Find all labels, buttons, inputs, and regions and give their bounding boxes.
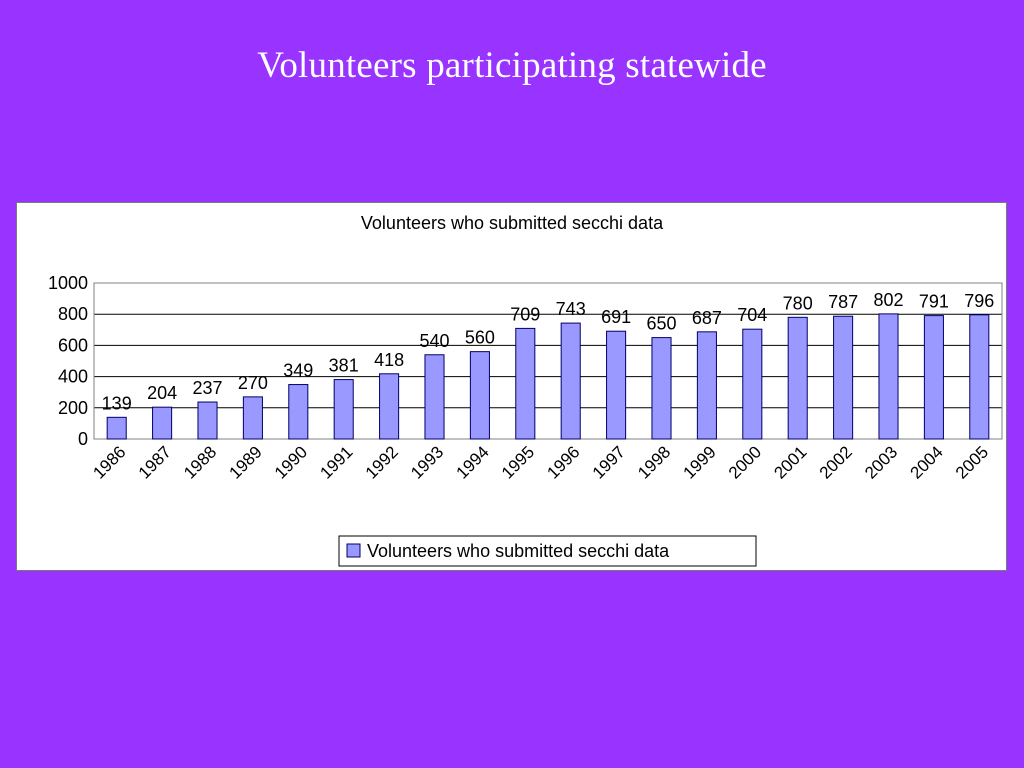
bar — [152, 406, 173, 440]
bar-chart: Volunteers who submitted secchi data 0 20… — [48, 213, 1003, 567]
data-label: 418 — [374, 350, 404, 370]
y-tick-label: 600 — [58, 335, 88, 355]
bar — [878, 313, 899, 440]
x-axis: 1986 1987 1988 1989 1990 1991 1992 1993 1994 1995… — [89, 442, 992, 482]
x-tick-label: 2000 — [725, 442, 765, 482]
bar — [651, 337, 672, 440]
y-tick-label: 400 — [58, 367, 88, 387]
plot-border — [93, 282, 1003, 440]
bar — [787, 316, 808, 440]
data-label: 270 — [238, 373, 268, 393]
bar — [288, 384, 309, 440]
data-label: 796 — [964, 291, 994, 311]
x-tick-label: 2005 — [952, 442, 992, 482]
x-tick-label: 1989 — [226, 442, 266, 482]
bar — [515, 327, 536, 440]
bar — [606, 330, 627, 440]
x-tick-label: 1991 — [316, 442, 356, 482]
data-label: 704 — [737, 305, 767, 325]
data-label: 204 — [147, 383, 177, 403]
bar — [742, 328, 763, 440]
bar — [560, 322, 581, 440]
data-label: 687 — [692, 308, 722, 328]
data-label: 540 — [419, 331, 449, 351]
x-tick-label: 1988 — [180, 442, 220, 482]
plot-area — [93, 282, 1003, 440]
chart-panel: Volunteers who submitted secchi data 0 20… — [16, 202, 1007, 571]
slide-title: Volunteers participating statewide — [257, 45, 767, 86]
x-tick-label: 1994 — [453, 442, 493, 482]
bar — [106, 416, 127, 440]
data-label: 237 — [192, 378, 222, 398]
x-tick-label: 2001 — [770, 442, 810, 482]
bar — [197, 401, 218, 440]
x-tick-label: 2003 — [861, 442, 901, 482]
x-tick-label: 1992 — [362, 442, 402, 482]
x-tick-label: 2004 — [907, 442, 947, 482]
data-label: 743 — [556, 299, 586, 319]
legend: Volunteers who submitted secchi data — [338, 535, 757, 567]
bar — [379, 373, 400, 440]
bar — [969, 314, 990, 440]
legend-swatch — [346, 543, 361, 558]
x-tick-label: 2002 — [816, 442, 856, 482]
data-labels: 139 204 237 270 349 381 418 540 560 709 743 691 650 6… — [102, 290, 995, 413]
x-tick-label: 1997 — [589, 442, 629, 482]
legend-label: Volunteers who submitted secchi data — [367, 541, 670, 561]
data-label: 650 — [646, 314, 676, 334]
data-label: 560 — [465, 328, 495, 348]
bar — [469, 351, 490, 440]
x-tick-label: 1990 — [271, 442, 311, 482]
data-label: 791 — [919, 292, 949, 312]
x-tick-label: 1999 — [680, 442, 720, 482]
data-label: 802 — [873, 290, 903, 310]
x-tick-label: 1986 — [89, 442, 129, 482]
y-tick-label: 0 — [78, 429, 88, 449]
bars — [106, 313, 990, 440]
bar — [333, 379, 354, 440]
x-tick-label: 1993 — [407, 442, 447, 482]
data-label: 381 — [329, 356, 359, 376]
y-tick-label: 800 — [58, 304, 88, 324]
gridlines — [94, 282, 1002, 440]
y-tick-label: 1000 — [48, 273, 88, 293]
bar — [923, 315, 944, 440]
data-label: 787 — [828, 292, 858, 312]
x-tick-label: 1996 — [543, 442, 583, 482]
y-axis: 0 200 400 600 800 1000 — [48, 273, 88, 449]
chart-title: Volunteers who submitted secchi data — [361, 213, 664, 233]
data-label: 349 — [283, 361, 313, 381]
bar — [242, 396, 263, 440]
bar — [696, 331, 717, 440]
x-tick-label: 1998 — [634, 442, 674, 482]
data-label: 139 — [102, 393, 132, 413]
y-tick-label: 200 — [58, 398, 88, 418]
data-label: 691 — [601, 307, 631, 327]
x-tick-label: 1995 — [498, 442, 538, 482]
bar — [833, 315, 854, 440]
data-label: 709 — [510, 304, 540, 324]
bar — [424, 354, 445, 440]
data-label: 780 — [783, 293, 813, 313]
x-tick-label: 1987 — [135, 442, 175, 482]
